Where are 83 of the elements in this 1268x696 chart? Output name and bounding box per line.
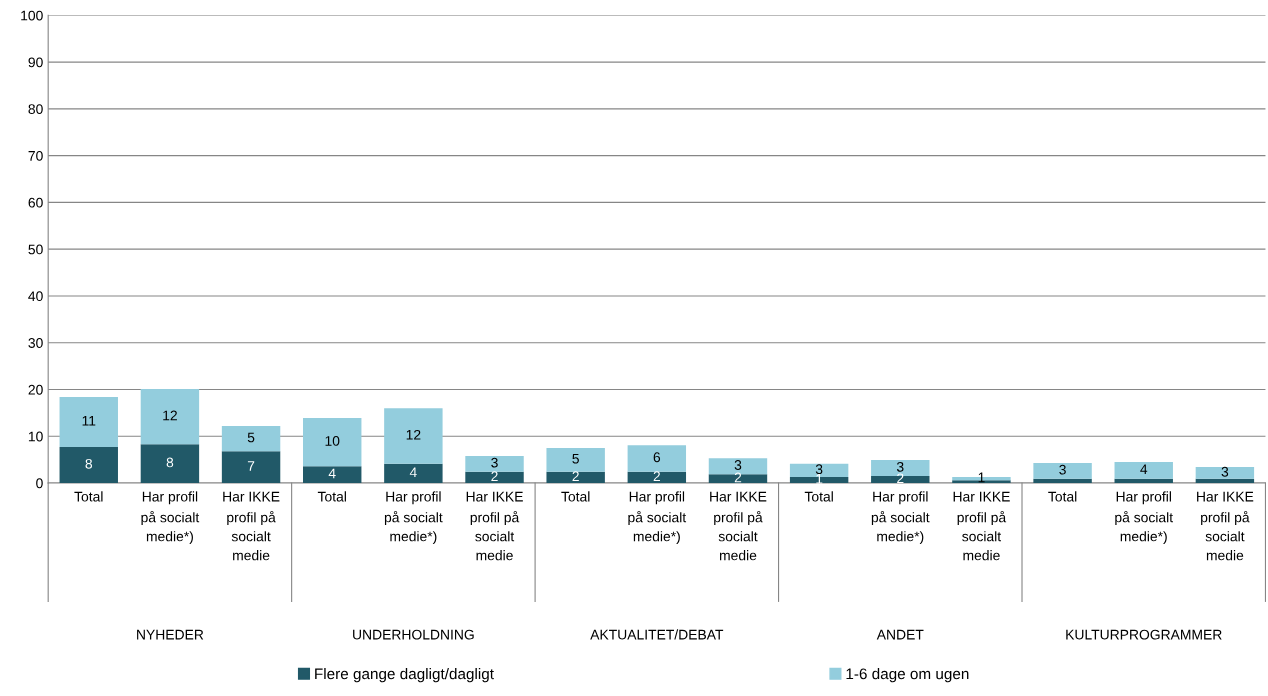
bar	[221, 451, 281, 484]
text: ANDET	[876, 629, 924, 640]
bar	[1114, 478, 1173, 484]
text: AKTUALITET/DEBAT	[590, 629, 724, 640]
text: UNDERHOLDNING	[353, 629, 474, 640]
x-tick-label: Har profil på socialt medie*)	[1115, 491, 1173, 545]
bar	[303, 466, 362, 484]
data-label: 4	[409, 467, 417, 478]
data-label: 10	[325, 435, 340, 446]
data-label: 3	[815, 464, 823, 475]
bar	[59, 396, 118, 448]
data-label: 1	[978, 472, 985, 483]
data-label: 2	[734, 472, 742, 483]
data-label: 11	[82, 416, 96, 426]
bar	[140, 444, 200, 484]
bar	[303, 418, 362, 467]
x-tick-label: Har IKKE profil på socialt medie	[223, 491, 280, 561]
y-tick-label: 20	[28, 384, 43, 395]
data-label: 2	[572, 471, 579, 481]
y-tick-label: 90	[28, 57, 43, 68]
bar	[708, 474, 768, 484]
y-tick-label: 80	[28, 104, 43, 115]
bar	[221, 425, 281, 452]
data-label: 1	[816, 474, 823, 484]
legend-label: Flere gange dagligt/dagligt	[315, 668, 494, 683]
bar	[1195, 467, 1255, 479]
y-tick-label: 100	[21, 10, 43, 21]
bar	[1033, 478, 1092, 484]
data-label: 2	[897, 473, 904, 484]
data-label: 3	[1059, 464, 1066, 475]
x-tick-label: Total	[561, 491, 590, 502]
y-tick-label: 0	[36, 478, 43, 489]
x-tick-label: Total	[74, 491, 103, 502]
y-tick-label: 40	[28, 291, 43, 302]
data-label: 4	[1140, 464, 1148, 474]
text: NYHEDER	[137, 629, 204, 640]
y-tick-label: 10	[28, 431, 43, 442]
bar	[1033, 462, 1092, 479]
data-label: 5	[572, 453, 579, 464]
text: KULTURPROGRAMMER	[1066, 629, 1222, 640]
data-label: 6	[653, 452, 661, 463]
data-label: 5	[247, 432, 255, 443]
x-tick-label: Har profil på socialt medie*)	[628, 491, 687, 545]
x-tick-label: Har IKKE profil på socialt medie	[1197, 491, 1254, 561]
legend-label: 1-6 dage om ugen	[846, 668, 969, 683]
x-tick-label: Har profil på socialt medie*)	[384, 491, 443, 545]
bar	[627, 445, 687, 472]
data-label: 12	[406, 429, 421, 440]
bar	[1195, 478, 1255, 484]
x-tick-label: Har IKKE profil på socialt medie	[710, 491, 767, 561]
data-label: 2	[653, 471, 660, 481]
bar	[546, 447, 605, 472]
y-tick-label: 50	[28, 244, 43, 255]
data-label: 8	[166, 457, 174, 468]
data-label: 12	[163, 410, 177, 421]
x-tick-label: Har IKKE profil på socialt medie	[953, 491, 1010, 561]
data-label: 3	[896, 461, 904, 472]
data-label: 3	[734, 460, 742, 470]
x-tick-label: Total	[317, 491, 346, 502]
y-tick-label: 30	[28, 338, 43, 348]
bar	[384, 463, 443, 484]
x-tick-label: Har profil på socialt medie*)	[871, 491, 930, 545]
y-tick-label: 70	[28, 150, 43, 161]
bar	[140, 389, 200, 445]
data-label: 7	[247, 461, 255, 471]
data-label: 3	[1221, 466, 1229, 477]
data-label: 4	[328, 468, 336, 479]
data-label: 3	[491, 457, 498, 468]
x-tick-label: Har profil på socialt medie*)	[141, 491, 200, 545]
x-tick-label: Total	[804, 491, 833, 502]
data-label: 8	[85, 458, 93, 469]
x-tick-label: Total	[1048, 491, 1077, 502]
bar	[546, 471, 605, 484]
bar	[627, 471, 687, 484]
y-tick-label: 60	[28, 197, 43, 208]
data-label: 2	[491, 471, 498, 481]
x-tick-label: Har IKKE profil på socialt medie	[466, 491, 523, 561]
bar	[789, 476, 849, 484]
bar	[465, 455, 524, 472]
bar	[465, 471, 524, 484]
bar	[59, 447, 118, 484]
bar	[384, 408, 443, 464]
bar	[1114, 461, 1173, 479]
